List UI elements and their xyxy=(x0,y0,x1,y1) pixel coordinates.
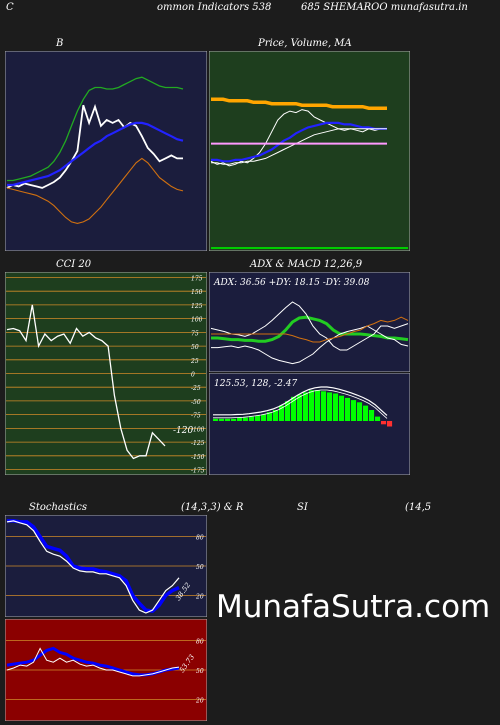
stochastics-series-2 xyxy=(6,520,180,614)
macd-signal-line xyxy=(213,389,388,419)
macd-bar xyxy=(375,416,381,421)
stoch-title: Stochastics xyxy=(29,502,87,513)
rsi-tick-label: 20 xyxy=(195,697,204,704)
adx-series-2 xyxy=(210,301,409,351)
stoch-params: (14,3,3) & R xyxy=(181,502,244,513)
macd-bar xyxy=(387,421,393,427)
macd-bar xyxy=(303,392,309,421)
macd-bar xyxy=(291,396,297,421)
cci-tick-label: -125 xyxy=(191,440,205,447)
cci-tick-label: 0 xyxy=(191,372,195,379)
macd-bg xyxy=(209,373,410,475)
macd-bar xyxy=(279,405,285,421)
macd-bar xyxy=(333,393,339,421)
adx-label: ADX: 36.56 +DY: 18.15 -DY: 39.08 xyxy=(213,278,370,288)
cci-tick-label: 125 xyxy=(191,303,203,310)
bollinger-title: B xyxy=(56,38,64,49)
macd-bar xyxy=(369,410,375,421)
adx-chart: ADX: 36.56 +DY: 18.15 -DY: 39.08 xyxy=(209,272,410,372)
cci-tick-label: 50 xyxy=(191,344,199,351)
macd-label: 125.53, 128, -2.47 xyxy=(214,379,297,389)
adx-series-4 xyxy=(211,316,409,343)
cci-tick-label: -50 xyxy=(191,399,201,406)
macd-bar xyxy=(351,400,357,421)
rsi-tick-label: 50 xyxy=(196,668,204,675)
price-ma-series-1 xyxy=(210,109,387,167)
bollinger-chart xyxy=(5,51,207,251)
macd-bar xyxy=(261,414,267,421)
macd-bar xyxy=(237,417,243,421)
price-ma-chart xyxy=(209,51,410,251)
macd-bar xyxy=(297,394,303,421)
macd-bar xyxy=(381,421,387,425)
macd-bar xyxy=(219,418,225,421)
bollinger-series-1 xyxy=(6,103,183,189)
price-ma-bg xyxy=(209,51,410,251)
cci-title: CCI 20 xyxy=(56,259,92,270)
rsi-series-2 xyxy=(6,647,180,677)
price-ma-series-2 xyxy=(211,121,387,163)
macd-bar xyxy=(357,402,363,421)
cci-tick-label: -175 xyxy=(191,468,205,475)
price-ma-series-3 xyxy=(211,128,387,165)
cci-tick-label: 150 xyxy=(191,289,203,296)
bollinger-series-3 xyxy=(7,76,184,182)
stochastics-tick-label: 80 xyxy=(196,535,204,542)
adx-series-3 xyxy=(211,325,409,365)
cci-tick-label: -25 xyxy=(191,385,201,392)
cci-tick-label: -150 xyxy=(191,454,205,461)
cci-value-label: -120 xyxy=(173,426,193,436)
macd-bar xyxy=(231,418,237,421)
rsi-title: SI xyxy=(297,502,308,513)
macd-bar xyxy=(327,392,333,421)
brand-watermark: MunafaSutra.com xyxy=(216,589,491,625)
macd-bar xyxy=(249,416,255,421)
macd-line xyxy=(213,386,388,416)
cci-series xyxy=(6,304,166,460)
macd-chart: 125.53, 128, -2.47 xyxy=(209,373,410,475)
macd-bar xyxy=(285,401,291,421)
macd-bar xyxy=(309,390,315,421)
macd-bar xyxy=(315,390,321,421)
macd-bar xyxy=(345,397,351,421)
macd-bar xyxy=(339,395,345,421)
adx-series-1 xyxy=(211,315,409,343)
header-left: C xyxy=(6,2,14,13)
macd-bar xyxy=(267,412,273,421)
header-symbol: 685 SHEMAROO munafasutra.in xyxy=(301,2,468,13)
stochastics-tick-label: 20 xyxy=(195,593,204,600)
macd-bar xyxy=(243,417,249,421)
macd-bar xyxy=(213,418,219,421)
cci-tick-label: 100 xyxy=(191,317,203,324)
macd-bar xyxy=(321,391,327,421)
stochastics-tick-label: 50 xyxy=(196,564,204,571)
cci-tick-label: -100 xyxy=(191,426,205,433)
cci-tick-label: 175 xyxy=(191,276,203,283)
rsi-tick-label: 80 xyxy=(196,639,204,646)
cci-tick-label: 75 xyxy=(191,330,199,337)
header-title: ommon Indicators 538 xyxy=(157,2,272,13)
macd-bar xyxy=(225,418,231,421)
cci-chart: 175 150 125 100 75 50 25 0 -25 -50 -75 -100 -125 -150… xyxy=(5,272,207,475)
macd-bar xyxy=(363,405,369,421)
adx-title: ADX & MACD 12,26,9 xyxy=(250,259,363,270)
bollinger-series-2 xyxy=(7,121,184,187)
price-ma-title: Price, Volume, MA xyxy=(258,38,352,49)
bollinger-series-4 xyxy=(6,157,184,224)
macd-bar xyxy=(255,415,261,421)
price-ma-series-5 xyxy=(211,97,387,110)
cci-tick-label: -75 xyxy=(191,413,201,420)
rsi-params: (14,5 xyxy=(405,502,432,513)
macd-bar xyxy=(273,410,279,421)
cci-tick-label: 25 xyxy=(190,358,199,365)
bollinger-bg xyxy=(5,51,207,251)
